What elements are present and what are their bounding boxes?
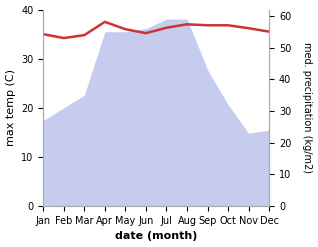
Y-axis label: med. precipitation (kg/m2): med. precipitation (kg/m2) (302, 42, 313, 173)
X-axis label: date (month): date (month) (115, 231, 197, 242)
Y-axis label: max temp (C): max temp (C) (5, 69, 16, 146)
